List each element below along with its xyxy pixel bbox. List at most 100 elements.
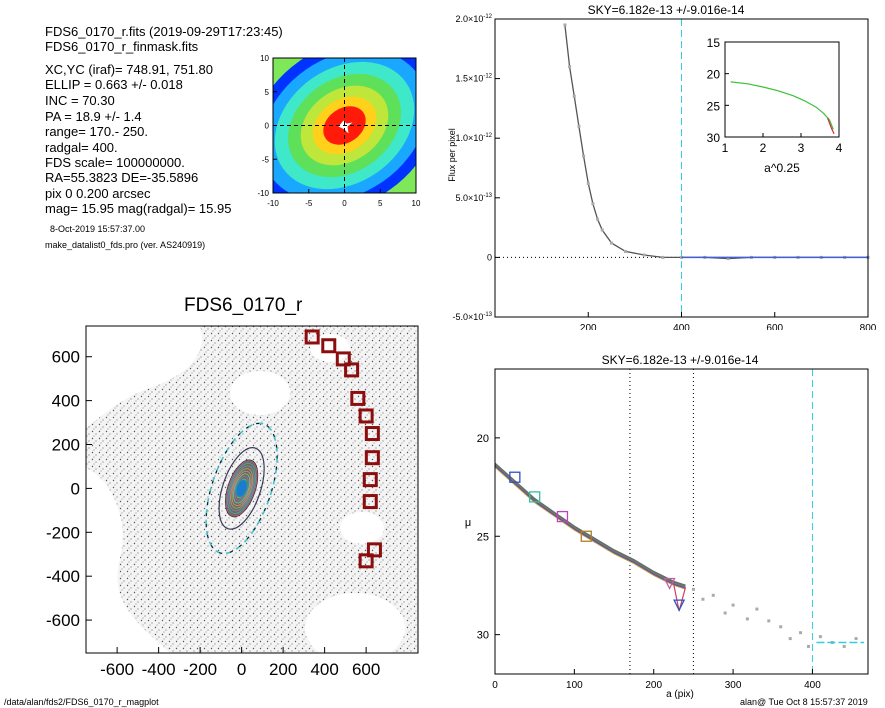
file-title: FDS6_0170_r.fits (2019-09-29T17:23:45)	[45, 24, 283, 39]
x-tick-label: -200	[183, 660, 217, 679]
program-name: make_datalist0_fds.pro (ver. AS240919)	[45, 240, 206, 250]
sky-point	[818, 635, 822, 639]
masked-region	[305, 593, 405, 653]
image-title: FDS6_0170_r	[184, 295, 303, 316]
param-line: XC,YC (iraf)= 748.91, 751.80	[45, 62, 214, 77]
profile-line	[494, 465, 686, 588]
x-tick-label: 200	[580, 323, 597, 330]
profile-xlabel: a (pix)	[666, 689, 694, 700]
sky-title: SKY=6.182e-13 +/-9.016e-14	[588, 3, 745, 17]
x-tick-label: 300	[725, 680, 742, 691]
masked-region	[86, 468, 170, 653]
sky-box	[304, 329, 320, 345]
sky-box	[344, 362, 360, 378]
param-line: PA = 18.9 +/- 1.4	[45, 109, 142, 124]
masked-region	[230, 371, 290, 415]
sky-chart: SKY=6.182e-13 +/-9.016e-14 Flux per pixe…	[447, 3, 877, 330]
profile-marker	[556, 510, 569, 523]
y-tick-label: 1.5×10-12	[456, 74, 493, 84]
mask-file: FDS6_0170_r_finmask.fits	[45, 39, 199, 54]
x-tick-label: 400	[804, 680, 821, 691]
sky-point	[767, 619, 771, 623]
x-tick-label: 4	[836, 141, 843, 155]
y-tick-label: 2.0×10-12	[456, 14, 493, 24]
thumbnail-chart: -10 -5 0 5 10 10 5 0 -5 -10	[257, 54, 421, 208]
profile-marker	[529, 491, 541, 503]
isophote	[234, 475, 249, 501]
sky-box	[358, 553, 374, 569]
flux-point	[661, 255, 665, 259]
galaxy-core	[235, 479, 248, 498]
x-tick-label: 200	[645, 680, 662, 691]
sky-point	[723, 611, 727, 615]
y-tick-label: 600	[52, 348, 80, 367]
isophote	[228, 465, 255, 512]
profile-marker	[580, 530, 592, 542]
sky-point	[854, 637, 858, 641]
sky-point	[806, 644, 810, 648]
flux-point	[642, 253, 646, 257]
profile-marker	[673, 599, 686, 612]
y-tick-label: 1.0×10-12	[456, 133, 493, 143]
sky-point	[842, 644, 846, 648]
inset-profile-line	[730, 81, 834, 130]
image-chart: -600 -400 -200 0 200 400 600 600 400 200 0 -200 -400…	[46, 325, 419, 679]
x-tick-label: -10	[267, 199, 279, 208]
x-tick-label: 800	[860, 323, 877, 330]
radgal-ellipse-dark	[205, 422, 278, 554]
sky-point	[691, 587, 695, 591]
y-tick-label: -200	[46, 523, 80, 542]
date-stamp: 8-Oct-2019 15:57:37.00	[50, 224, 146, 234]
y-tick-label: -5.0×10-13	[453, 312, 493, 322]
masked-region	[340, 512, 384, 544]
sky-box	[362, 472, 378, 488]
param-line: pix 0 0.200 arcsec	[45, 186, 151, 201]
x-tick-label: 3	[798, 141, 805, 155]
y-tick-label: 5.0×10-13	[456, 193, 493, 203]
y-tick-label: -10	[257, 189, 269, 198]
profile-line	[494, 465, 686, 589]
x-tick-label: 2	[760, 141, 767, 155]
sky-box	[335, 351, 351, 367]
flux-point	[610, 241, 614, 245]
profile-marker	[509, 471, 521, 483]
flux-point	[572, 94, 576, 98]
sky-point	[711, 593, 715, 597]
x-tick-label: 400	[310, 660, 338, 679]
y-tick-label: -600	[46, 611, 80, 630]
param-line: ELLIP = 0.663 +/- 0.018	[45, 77, 183, 92]
inset-chart: 1 2 3 4 15 20 25 30 a^0.25	[707, 36, 843, 175]
profile-line	[494, 462, 686, 587]
profile-line	[494, 464, 686, 587]
sky-point	[755, 607, 759, 611]
x-tick-label: -400	[142, 660, 176, 679]
y-tick-label: -400	[46, 567, 80, 586]
inset-frame	[724, 41, 840, 138]
flux-point	[577, 124, 581, 128]
profile-title: SKY=6.182e-13 +/-9.016e-14	[602, 353, 759, 367]
param-line: RA=55.3823 DE=-35.5896	[45, 170, 199, 185]
isophote	[225, 460, 258, 517]
profile-frame	[494, 368, 869, 675]
flux-point	[591, 202, 595, 206]
sky-point	[799, 631, 803, 635]
x-tick-label: 5	[378, 199, 383, 208]
profile-ylabel: μ	[465, 517, 471, 529]
range-ellipse-outer	[218, 447, 265, 530]
sky-ylabel: Flux per pixel	[447, 128, 457, 182]
y-tick-label: 25	[707, 99, 721, 113]
y-tick-label: 5	[265, 88, 270, 97]
image-frame	[85, 325, 419, 654]
x-tick-label: 0	[342, 199, 347, 208]
flux-point	[568, 65, 572, 69]
x-tick-label: 1	[722, 141, 729, 155]
x-tick-label: 0	[237, 660, 246, 679]
y-tick-label: 30	[707, 131, 721, 145]
y-tick-label: 0	[265, 122, 270, 131]
y-tick-label: 0	[71, 479, 80, 498]
masked-region	[310, 334, 350, 362]
sky-box	[358, 408, 374, 424]
sky-point	[701, 597, 705, 601]
x-tick-label: 10	[412, 199, 421, 208]
footer-path: /data/alan/fds2/FDS6_0170_r_magplot	[4, 697, 159, 707]
